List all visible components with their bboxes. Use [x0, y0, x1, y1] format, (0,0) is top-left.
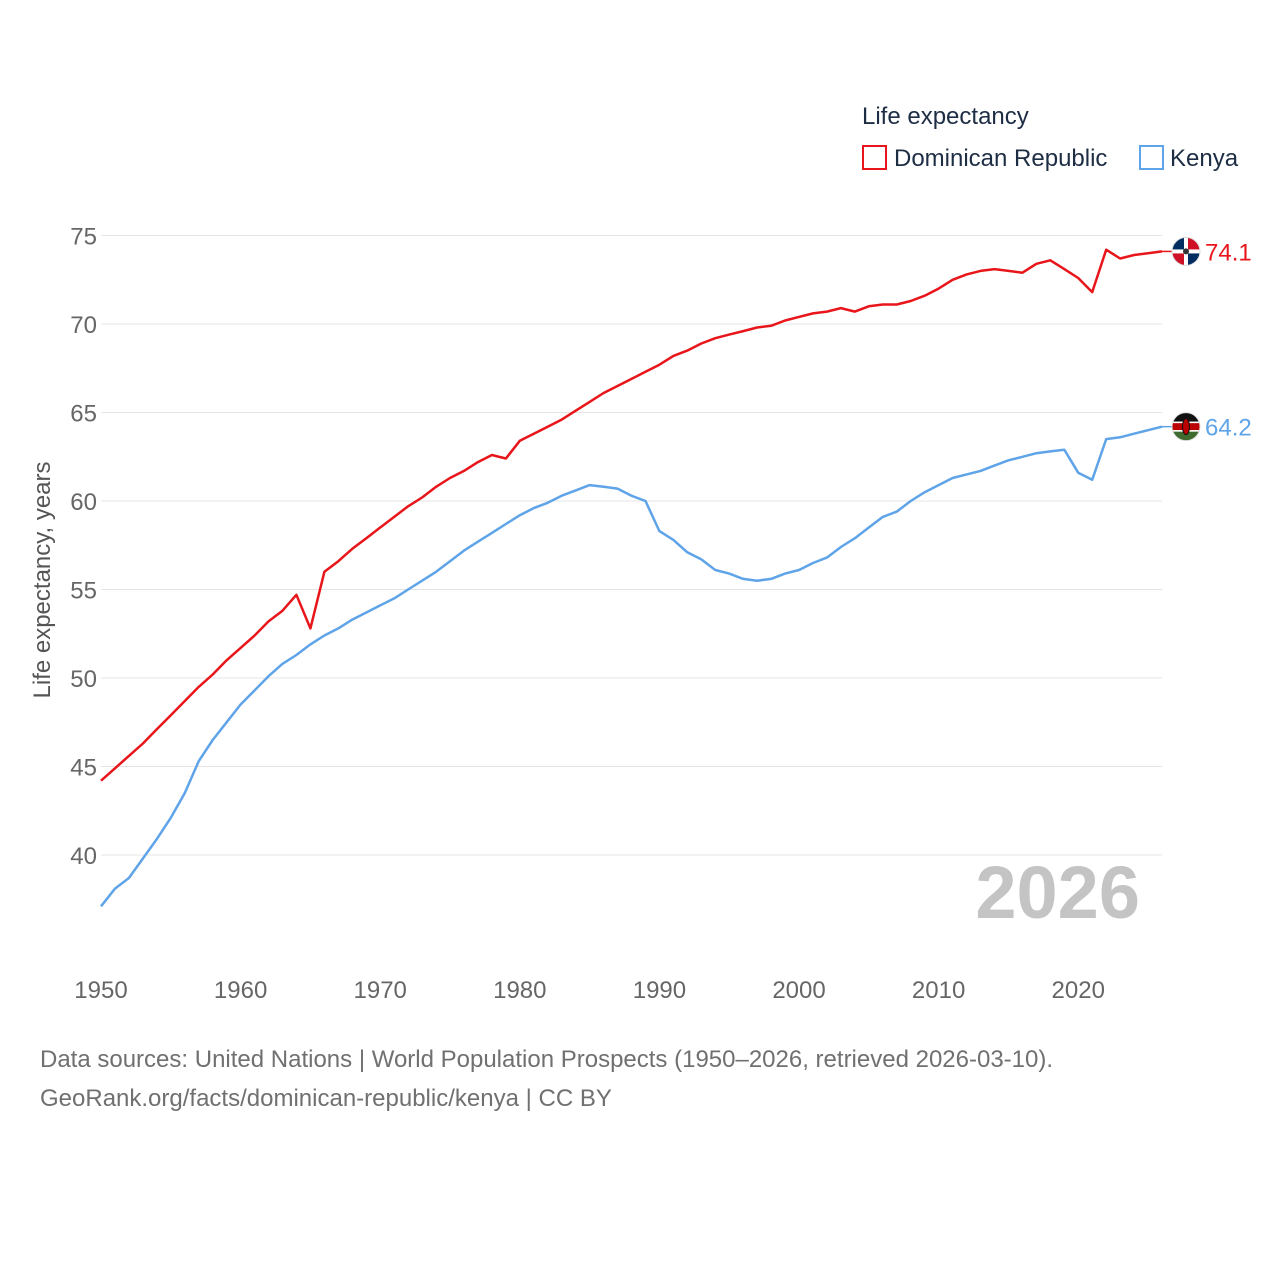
y-tick-label-55: 55 [70, 578, 97, 605]
license-note[interactable]: GeoRank.org/facts/dominican-republic/ken… [40, 1085, 612, 1112]
legend-item-kenya[interactable]: Kenya [1139, 145, 1239, 172]
legend-label-kenya: Kenya [1170, 145, 1239, 172]
x-tick-label-1970: 1970 [354, 977, 407, 1004]
y-tick-label-60: 60 [70, 489, 97, 516]
y-tick-label-45: 45 [70, 755, 97, 782]
y-tick-label-70: 70 [70, 312, 97, 339]
y-tick-label-50: 50 [70, 666, 97, 693]
year-watermark: 2026 [975, 851, 1140, 934]
y-axis-label: Life expectancy, years [29, 461, 56, 698]
end-value-label-dominican-republic: 74.1 [1205, 239, 1252, 266]
kenya-flag-icon [1171, 412, 1201, 442]
data-source-note: Data sources: United Nations | World Pop… [40, 1046, 1054, 1073]
x-tick-label-1980: 1980 [493, 977, 546, 1004]
gridlines [101, 235, 1162, 856]
x-tick-label-2020: 2020 [1052, 977, 1105, 1004]
series-line-kenya[interactable] [100, 425, 1163, 908]
end-markers: 74.1 64.2 [1162, 236, 1252, 442]
y-tick-label-75: 75 [70, 224, 97, 251]
dominican-republic-flag-icon [1171, 236, 1201, 266]
y-tick-label-40: 40 [70, 843, 97, 870]
end-value-label-kenya: 64.2 [1205, 415, 1252, 442]
x-tick-label-1950: 1950 [74, 977, 127, 1004]
series-line-dominican-republic[interactable] [100, 248, 1163, 782]
legend-swatch-kenya [1139, 145, 1164, 170]
x-tick-label-1990: 1990 [633, 977, 686, 1004]
legend-swatch-dominican-republic [862, 145, 887, 170]
x-tick-label-1960: 1960 [214, 977, 267, 1004]
x-tick-label-2000: 2000 [772, 977, 825, 1004]
legend-item-dominican-republic[interactable]: Dominican Republic [862, 145, 1107, 172]
x-tick-label-2010: 2010 [912, 977, 965, 1004]
y-axis-ticks: 40 45 50 55 60 65 70 75 [70, 224, 97, 871]
y-tick-label-65: 65 [70, 401, 97, 428]
legend-label-dominican-republic: Dominican Republic [894, 145, 1107, 172]
x-axis-ticks: 1950 1960 1970 1980 1990 2000 2010 2020 [74, 977, 1105, 1004]
series-lines [100, 248, 1163, 908]
legend-title: Life expectancy [862, 103, 1029, 130]
